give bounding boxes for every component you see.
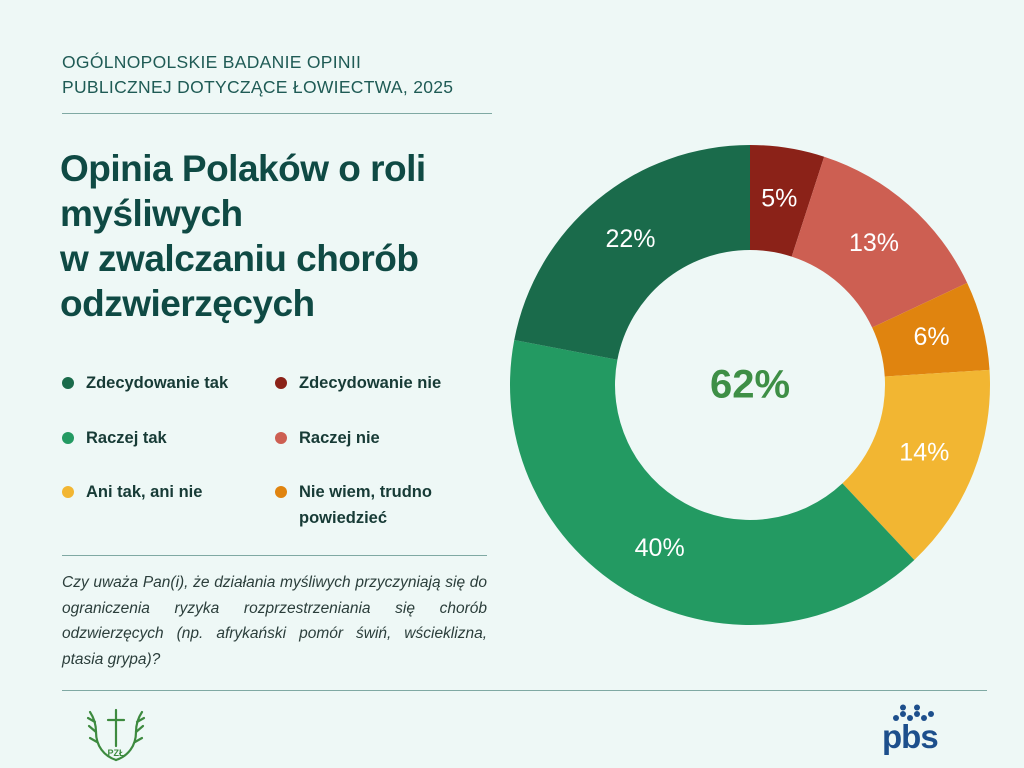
title-line-4: odzwierzęcych bbox=[60, 283, 315, 324]
title-line-2: myśliwych bbox=[60, 193, 243, 234]
donut-slice-4 bbox=[510, 340, 915, 625]
chart-title: Opinia Polaków o roli myśliwych w zwalcz… bbox=[60, 146, 500, 326]
donut-slice-3 bbox=[842, 369, 990, 560]
legend-label-group: Nie wiem, trudno powiedzieć bbox=[299, 479, 432, 531]
title-line-3: w zwalczaniu chorób bbox=[60, 238, 419, 279]
legend-swatch bbox=[62, 377, 74, 389]
legend-swatch bbox=[62, 432, 74, 444]
donut-slice-5 bbox=[514, 145, 750, 360]
legend-swatch bbox=[62, 486, 74, 498]
legend-swatch bbox=[275, 377, 287, 389]
svg-text:PZŁ: PZŁ bbox=[108, 748, 126, 758]
pbs-logo-text: pbs bbox=[882, 718, 939, 755]
donut-slice-label-3: 14% bbox=[899, 439, 949, 467]
question-top-divider bbox=[62, 555, 487, 556]
donut-slice-2 bbox=[872, 282, 990, 377]
donut-slice-label-1: 13% bbox=[849, 229, 899, 257]
donut-slice-label-4: 40% bbox=[635, 534, 685, 562]
center-total-label: 62% bbox=[710, 363, 790, 407]
legend-label: Raczej tak bbox=[86, 429, 167, 447]
legend-label: Zdecydowanie tak bbox=[86, 374, 229, 392]
legend-label: Raczej nie bbox=[299, 429, 380, 447]
title-line-1: Opinia Polaków o roli bbox=[60, 148, 426, 189]
footer-divider bbox=[62, 690, 987, 691]
legend-label-line-2: powiedzieć bbox=[299, 509, 388, 527]
legend-label: Nie wiem, trudno bbox=[299, 483, 432, 501]
supertitle-line-1: OGÓLNOPOLSKIE BADANIE OPINII bbox=[62, 52, 362, 72]
legend-item-yes: Raczej tak bbox=[62, 425, 167, 451]
legend-item-dont-know: Nie wiem, trudno powiedzieć bbox=[275, 479, 432, 531]
donut-slice-label-5: 22% bbox=[605, 225, 655, 253]
header-divider bbox=[62, 113, 492, 114]
donut-slice-label-2: 6% bbox=[914, 323, 950, 351]
legend-swatch bbox=[275, 486, 287, 498]
donut-chart-svg: 5% 13% 6% 14% 40% 22% 62% bbox=[510, 145, 990, 625]
pzl-antlers-cross-icon: PZŁ bbox=[86, 702, 146, 764]
donut-slice-1 bbox=[791, 156, 968, 328]
legend-swatch bbox=[275, 432, 287, 444]
donut-chart: 5% 13% 6% 14% 40% 22% 62% bbox=[505, 140, 995, 630]
legend-item-strong-no: Zdecydowanie nie bbox=[275, 370, 441, 396]
survey-question: Czy uważa Pan(i), że działania myśliwych… bbox=[62, 574, 487, 668]
legend-label: Ani tak, ani nie bbox=[86, 483, 203, 501]
supertitle-line-2: PUBLICZNEJ DOTYCZĄCE ŁOWIECTWA, 2025 bbox=[62, 77, 454, 97]
legend-item-strong-yes: Zdecydowanie tak bbox=[62, 370, 228, 396]
survey-supertitle: OGÓLNOPOLSKIE BADANIE OPINII PUBLICZNEJ … bbox=[62, 50, 522, 100]
legend-label: Zdecydowanie nie bbox=[299, 374, 442, 392]
pbs-logo: pbs bbox=[882, 704, 952, 754]
donut-slice-0 bbox=[750, 145, 825, 257]
donut-slice-label-0: 5% bbox=[761, 184, 797, 212]
legend-item-neutral: Ani tak, ani nie bbox=[62, 479, 202, 505]
legend-item-no: Raczej nie bbox=[275, 425, 380, 451]
